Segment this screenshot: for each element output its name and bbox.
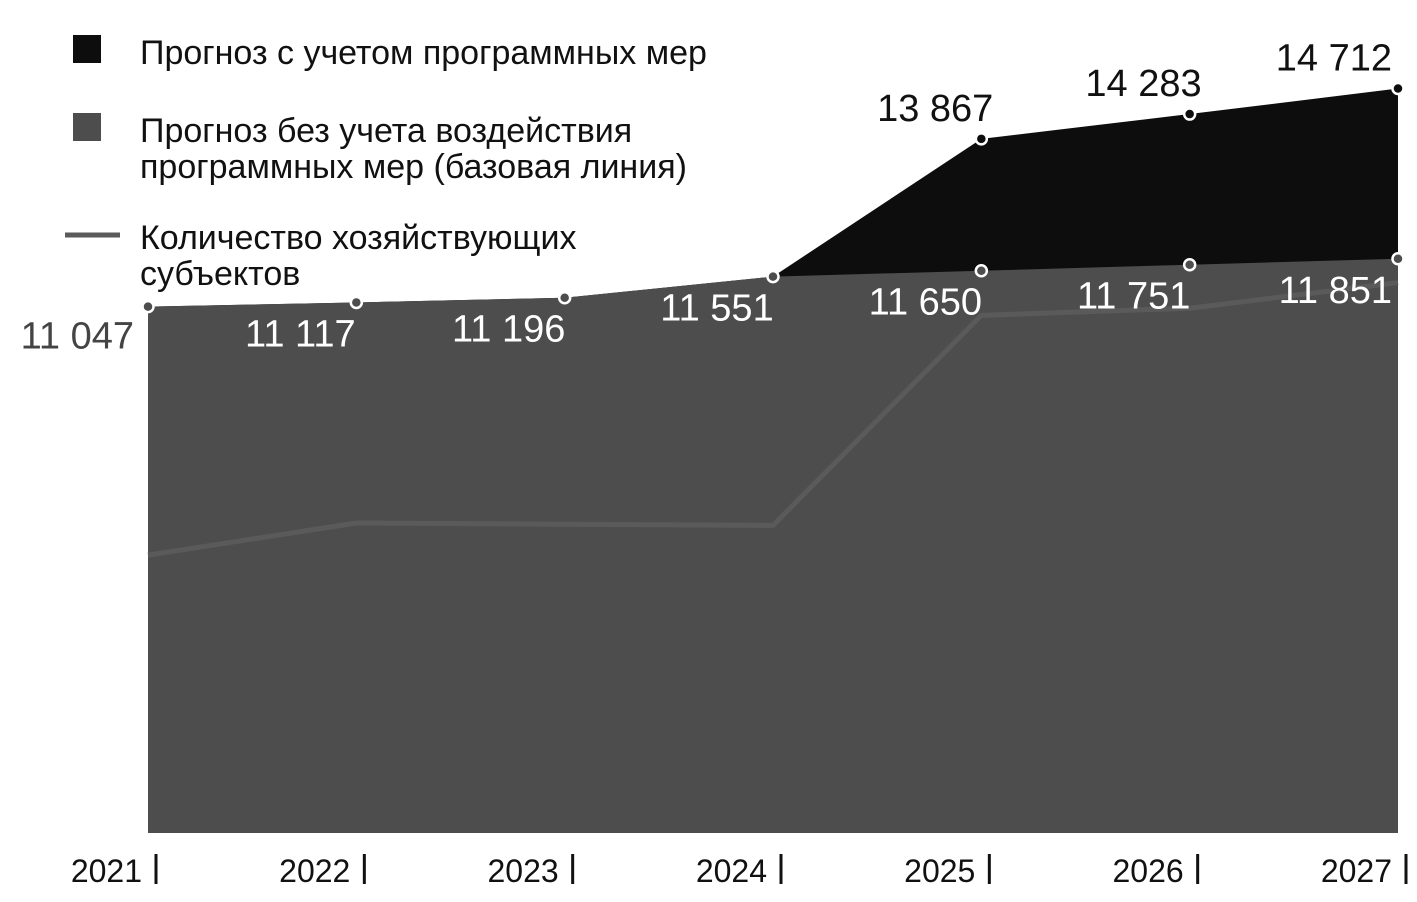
baseline-point bbox=[349, 295, 364, 310]
x-tick-label: 2027 bbox=[1321, 853, 1392, 889]
legend-swatch bbox=[73, 113, 101, 141]
legend-label: Прогноз с учетом программных мер bbox=[140, 34, 707, 72]
baseline-point bbox=[766, 269, 780, 284]
data-label: 11 551 bbox=[660, 288, 773, 330]
data-label: 11 117 bbox=[245, 313, 356, 355]
baseline-point bbox=[1391, 252, 1405, 266]
legend-swatch bbox=[73, 35, 101, 63]
baseline-point bbox=[557, 290, 572, 305]
x-tick-label: 2024 bbox=[696, 853, 767, 889]
baseline-point bbox=[141, 299, 155, 314]
data-label: 14 712 bbox=[1276, 38, 1392, 80]
data-label: 14 283 bbox=[1085, 63, 1201, 105]
legend-label: программных мер (базовая линия) bbox=[140, 148, 687, 186]
x-tick-label: 2023 bbox=[487, 853, 558, 889]
data-label: 11 196 bbox=[452, 309, 565, 351]
program-point bbox=[1391, 81, 1405, 96]
legend-label: Прогноз без учета воздействия bbox=[140, 112, 632, 150]
x-tick-label: 2026 bbox=[1112, 853, 1183, 889]
baseline-point bbox=[974, 263, 989, 278]
legend-label: Количество хозяйствующих bbox=[140, 219, 577, 257]
legend: Прогноз с учетом программных мер Прогноз … bbox=[65, 34, 707, 293]
data-label: 11 650 bbox=[869, 282, 982, 324]
program-point bbox=[974, 132, 989, 146]
series-line-entities bbox=[147, 280, 1399, 558]
data-label: 11 851 bbox=[1279, 270, 1392, 312]
program-point bbox=[1182, 107, 1197, 121]
x-tick-label: 2022 bbox=[279, 853, 350, 889]
data-label: 11 751 bbox=[1077, 276, 1190, 318]
data-label: 11 047 bbox=[21, 316, 134, 358]
x-tick-label: 2025 bbox=[904, 853, 975, 889]
baseline-point bbox=[1182, 257, 1197, 272]
data-label: 13 867 bbox=[877, 88, 993, 130]
legend-label: субъектов bbox=[140, 255, 300, 293]
x-tick-label: 2021 bbox=[71, 853, 142, 889]
series-area-baseline bbox=[148, 258, 1398, 833]
